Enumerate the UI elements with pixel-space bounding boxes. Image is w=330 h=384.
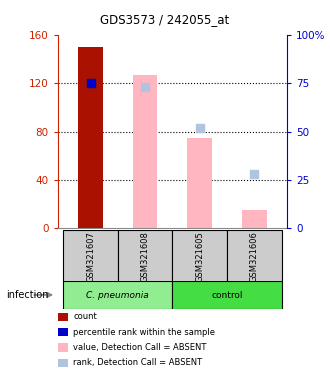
Point [252, 171, 257, 177]
Text: rank, Detection Call = ABSENT: rank, Detection Call = ABSENT [73, 358, 202, 367]
Bar [78, 47, 103, 228]
Bar [172, 281, 281, 309]
Bar [242, 210, 267, 228]
Text: percentile rank within the sample: percentile rank within the sample [73, 328, 215, 337]
Bar [63, 230, 118, 282]
Point [143, 84, 148, 90]
Text: GSM321608: GSM321608 [141, 231, 149, 282]
Point [197, 124, 202, 131]
Bar [187, 137, 212, 228]
Bar [133, 74, 157, 228]
Point [88, 80, 93, 86]
Text: count: count [73, 312, 97, 321]
Bar [118, 230, 172, 282]
Text: GDS3573 / 242055_at: GDS3573 / 242055_at [100, 13, 230, 26]
Bar [172, 230, 227, 282]
Text: C. pneumonia: C. pneumonia [86, 291, 149, 300]
Text: control: control [211, 291, 243, 300]
Text: GSM321605: GSM321605 [195, 231, 204, 282]
Text: GSM321606: GSM321606 [250, 231, 259, 282]
Text: value, Detection Call = ABSENT: value, Detection Call = ABSENT [73, 343, 207, 352]
Text: infection: infection [7, 290, 49, 300]
Bar [227, 230, 281, 282]
Text: GSM321607: GSM321607 [86, 231, 95, 282]
Bar [63, 281, 172, 309]
